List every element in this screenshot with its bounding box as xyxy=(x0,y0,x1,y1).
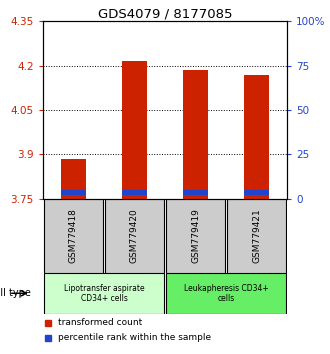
Title: GDS4079 / 8177085: GDS4079 / 8177085 xyxy=(98,7,232,20)
Text: Lipotransfer aspirate
CD34+ cells: Lipotransfer aspirate CD34+ cells xyxy=(64,284,144,303)
Bar xyxy=(244,75,269,199)
Bar xyxy=(122,190,147,195)
Text: GSM779419: GSM779419 xyxy=(191,209,200,263)
Bar xyxy=(166,273,286,314)
Bar xyxy=(244,190,269,195)
Bar xyxy=(44,199,103,273)
Text: Leukapheresis CD34+
cells: Leukapheresis CD34+ cells xyxy=(184,284,268,303)
Text: cell type: cell type xyxy=(0,288,31,298)
Text: GSM779420: GSM779420 xyxy=(130,209,139,263)
Bar xyxy=(61,159,85,199)
Bar xyxy=(227,199,286,273)
Bar xyxy=(166,199,225,273)
Bar xyxy=(183,190,208,195)
Bar xyxy=(61,190,85,195)
Bar xyxy=(122,61,147,199)
Bar xyxy=(183,70,208,199)
Text: transformed count: transformed count xyxy=(57,319,142,327)
Text: GSM779418: GSM779418 xyxy=(69,209,78,263)
Text: GSM779421: GSM779421 xyxy=(252,209,261,263)
Text: percentile rank within the sample: percentile rank within the sample xyxy=(57,333,211,342)
Bar xyxy=(105,199,164,273)
Bar xyxy=(44,273,164,314)
